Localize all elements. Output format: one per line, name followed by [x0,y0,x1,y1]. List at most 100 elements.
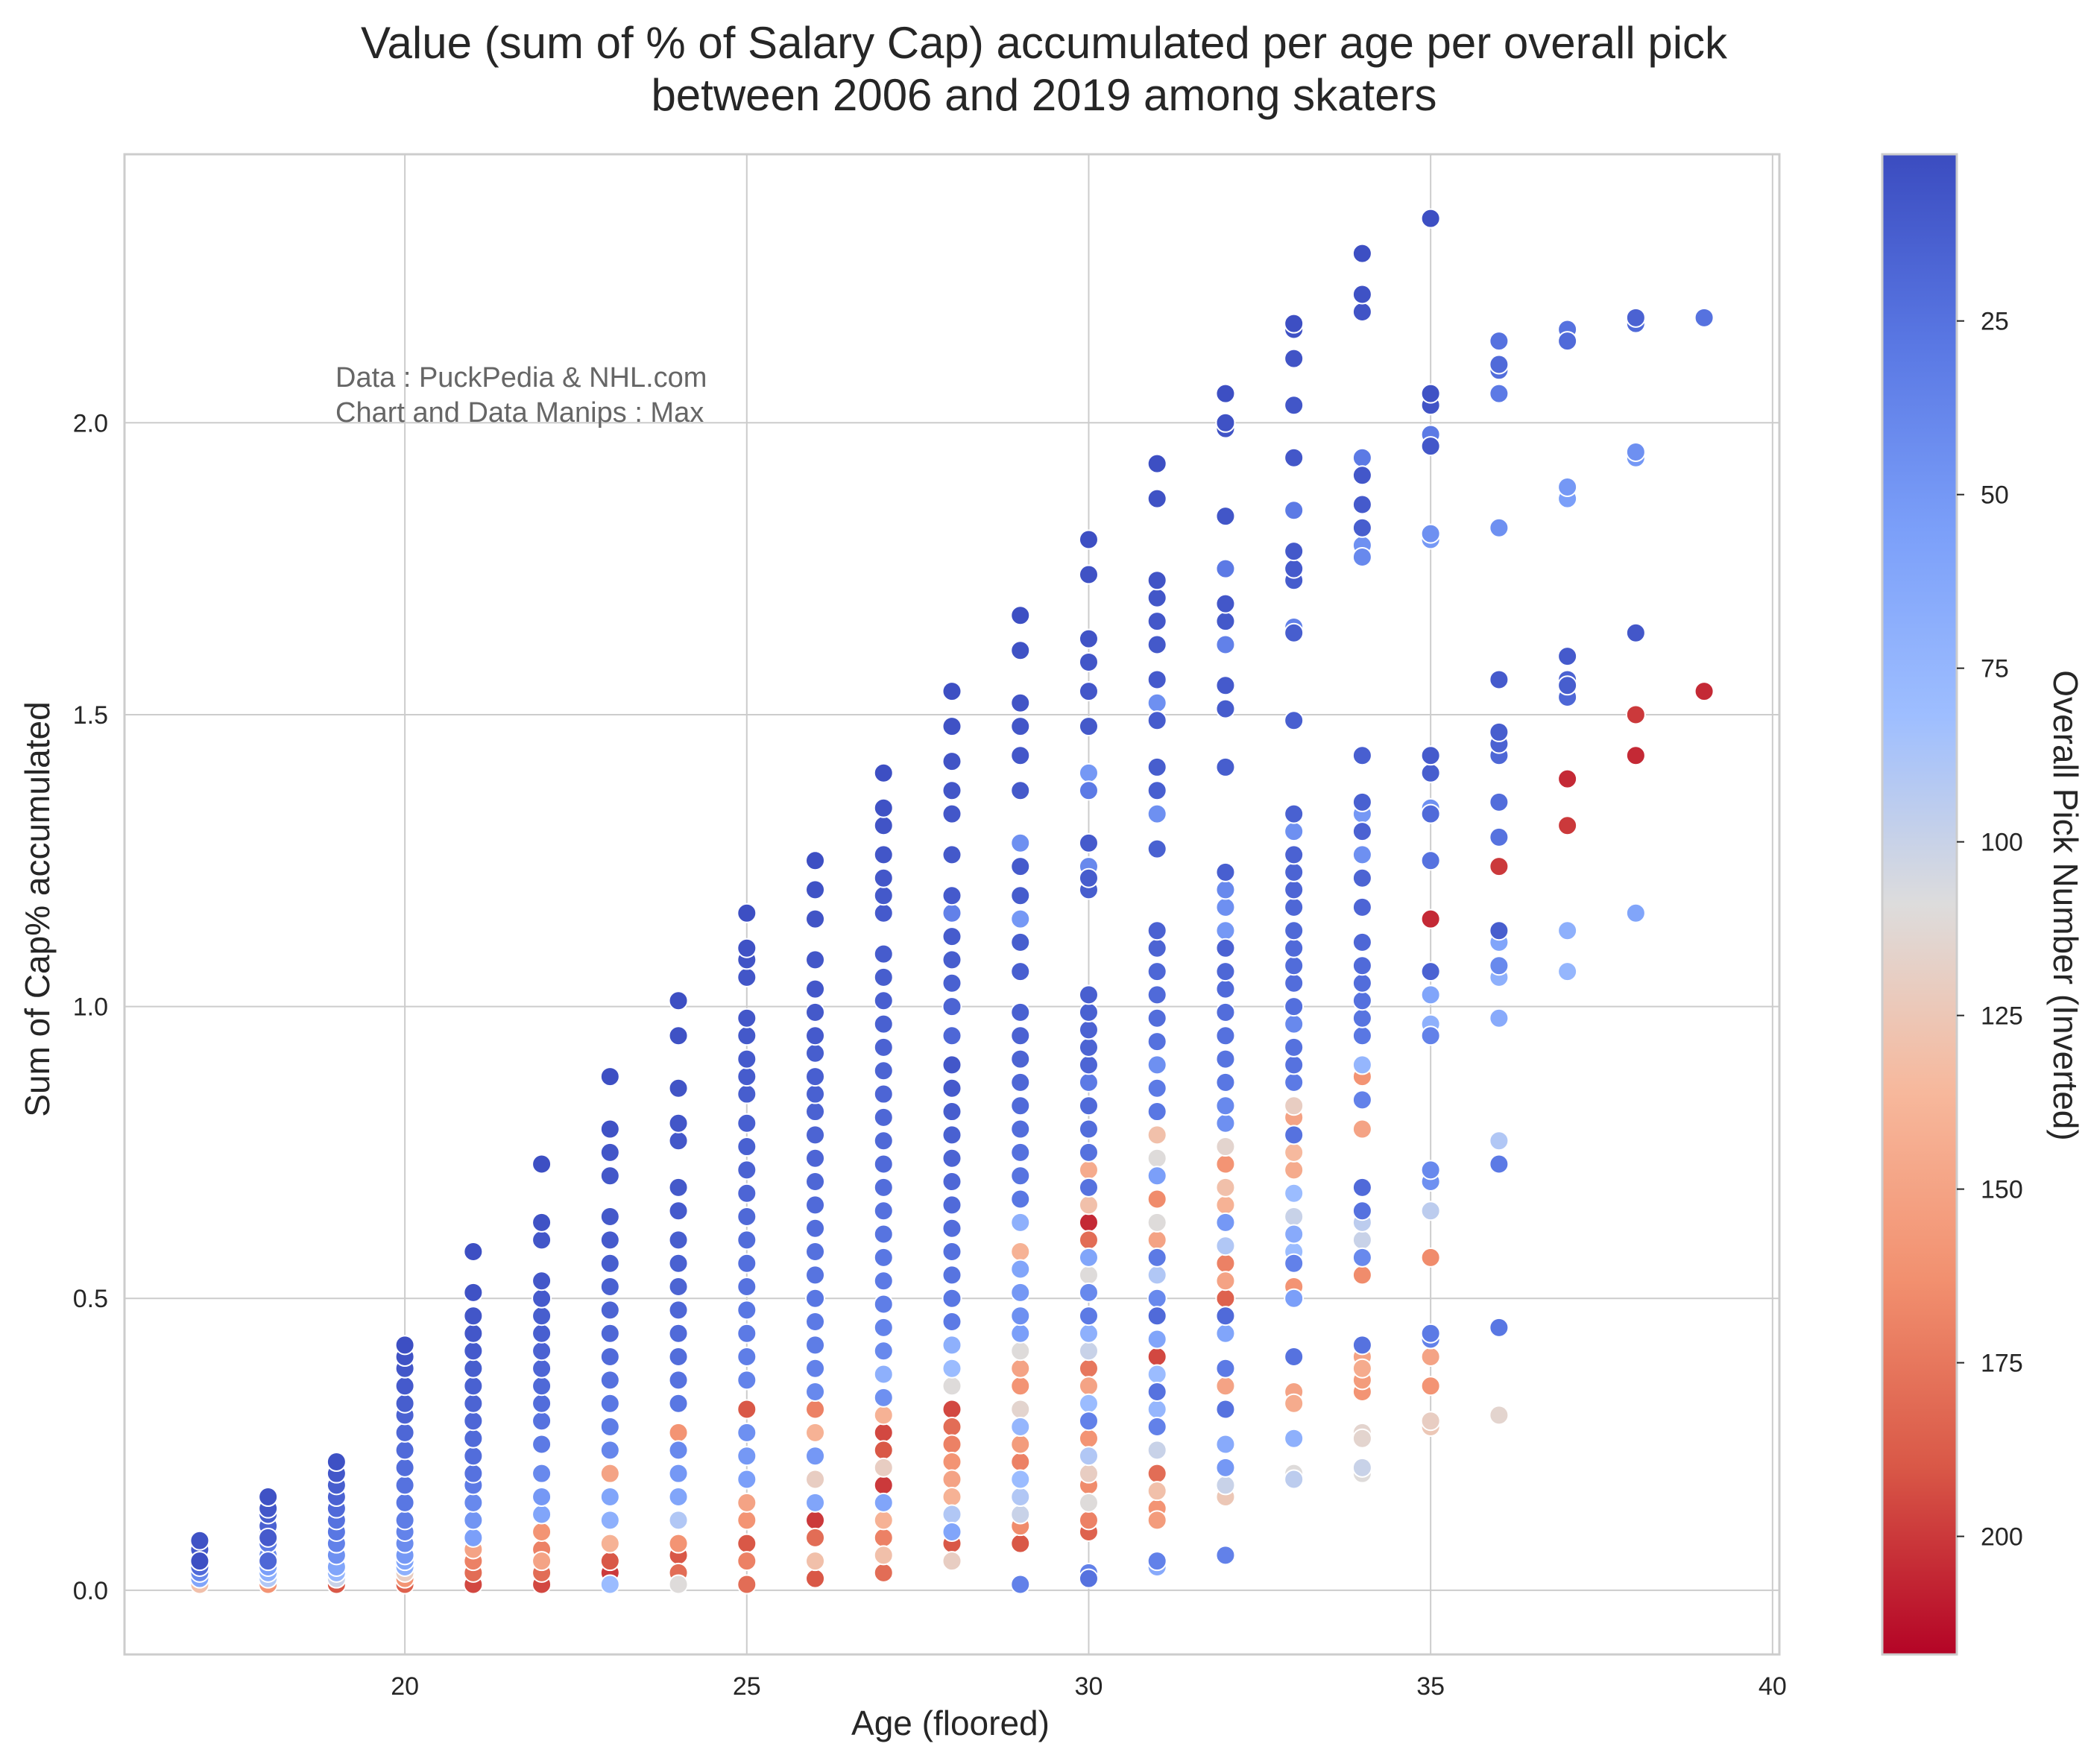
data-point [873,1294,894,1315]
colorbar-tick-label: 50 [1981,481,2009,510]
data-point [599,1551,620,1572]
data-point [1351,745,1372,766]
data-point [532,1212,552,1233]
data-point [1010,1323,1031,1344]
data-point [1010,1574,1031,1595]
data-point [1351,284,1372,305]
data-point [873,1224,894,1245]
data-point [942,1101,962,1122]
data-point [1078,1282,1099,1303]
data-point [942,1551,962,1572]
data-point [1078,1177,1099,1198]
data-point [873,1405,894,1426]
data-point [942,1195,962,1215]
data-point [1146,1417,1167,1438]
data-point [1351,1335,1372,1356]
data-point [1351,1008,1372,1028]
data-point [1010,1376,1031,1397]
data-point [532,1323,552,1344]
data-point [942,949,962,970]
data-point [1420,1160,1441,1180]
data-point [942,780,962,801]
data-point [1351,243,1372,264]
data-point [1284,996,1305,1017]
data-point [1078,867,1099,888]
data-point [1215,698,1236,719]
data-point [668,1440,689,1461]
data-point [737,1551,757,1572]
data-point [1284,1055,1305,1075]
data-point [1420,803,1441,824]
data-point [1284,447,1305,468]
data-point [1284,973,1305,993]
data-point [532,1434,552,1455]
data-point [737,1492,757,1513]
data-point [1010,1002,1031,1022]
data-point [599,1253,620,1274]
data-point [1420,436,1441,457]
data-point [599,1510,620,1531]
data-point [1284,1037,1305,1058]
data-point [1215,756,1236,777]
data-point [805,1568,826,1589]
data-point [1010,716,1031,737]
data-point [668,1323,689,1344]
colorbar-tick-label: 175 [1981,1350,2023,1378]
data-point [873,1341,894,1362]
x-tick-label: 20 [391,1672,419,1701]
data-point [942,1487,962,1508]
data-point [873,967,894,987]
data-point [1351,990,1372,1011]
data-point [1146,1551,1167,1572]
data-point [463,1393,484,1414]
data-point [1078,1096,1099,1116]
data-point [1351,517,1372,538]
data-point [1146,453,1167,474]
data-point [1215,1113,1236,1134]
data-point [1625,441,1646,462]
data-point [1146,710,1167,731]
data-point [1351,1201,1372,1221]
data-point [1284,1393,1305,1414]
data-point [873,797,894,818]
data-point [1694,307,1715,328]
data-point [1078,1142,1099,1163]
data-point [805,979,826,999]
data-point [1215,1195,1236,1215]
colorbar-tick-label: 150 [1981,1176,2023,1204]
y-axis-label: Sum of Cap% accumulated [18,701,57,1116]
data-point [1351,546,1372,567]
data-point [737,1300,757,1321]
data-point [1215,506,1236,527]
data-point [1284,938,1305,958]
data-point [942,1148,962,1169]
data-point [1146,1481,1167,1502]
data-point [805,1527,826,1548]
data-point [668,1230,689,1251]
data-point [1078,1492,1099,1513]
data-point [1215,1096,1236,1116]
data-point [1215,593,1236,614]
data-point [1010,1025,1031,1046]
data-point [1284,1160,1305,1180]
data-point [1420,523,1441,544]
data-point [805,1358,826,1379]
data-point [1215,1002,1236,1022]
data-point [1215,1177,1236,1198]
data-point [1215,1212,1236,1233]
data-point [873,1247,894,1268]
data-point [873,1201,894,1221]
data-point [599,1393,620,1414]
plot-frame [123,153,1781,1656]
data-point [1420,1411,1441,1432]
data-point [942,681,962,702]
data-point [1146,1306,1167,1327]
data-point [1078,1341,1099,1362]
data-point [942,1452,962,1473]
data-point [942,1025,962,1046]
data-point [805,1101,826,1122]
data-point [1557,646,1578,667]
chart-title-line-2: between 2006 and 2019 among skaters [651,70,1437,120]
data-point [1078,1195,1099,1215]
data-point [1146,803,1167,824]
